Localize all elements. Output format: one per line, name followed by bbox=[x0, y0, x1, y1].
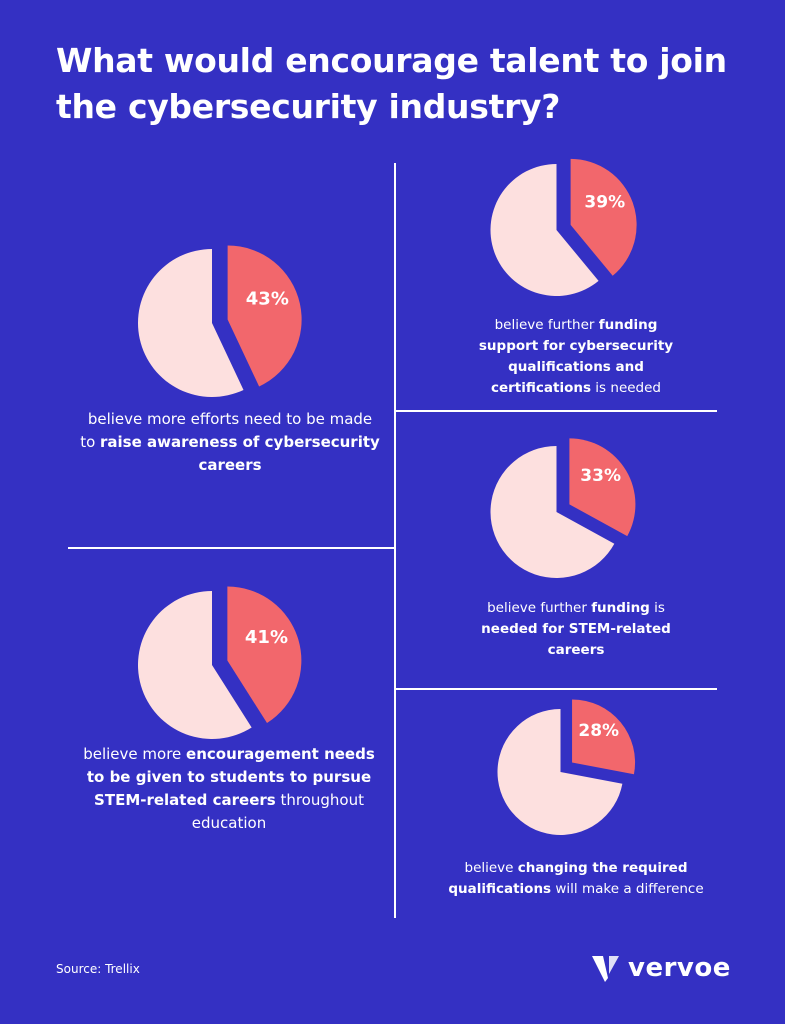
pie-slice-highlight bbox=[569, 438, 636, 537]
pie-slice-remainder bbox=[138, 591, 252, 739]
vertical-divider bbox=[394, 163, 396, 918]
pie-slice-highlight bbox=[227, 586, 302, 724]
caption-bold-text: changing the required qualifications bbox=[448, 860, 688, 897]
vervoe-logo: vervoe bbox=[590, 952, 740, 984]
caption-bold-text: needed for STEM-related careers bbox=[481, 621, 671, 658]
caption-certification-funding: believe further funding support for cybe… bbox=[466, 315, 686, 399]
caption-stem-funding: believe further funding is needed for ST… bbox=[466, 598, 686, 661]
pie-slice-remainder bbox=[497, 709, 623, 835]
pie-chart-certification-funding: 39% bbox=[490, 158, 637, 296]
pie-chart-encouragement: 41% bbox=[138, 586, 302, 739]
caption-bold-text: funding bbox=[591, 600, 650, 616]
caption-bold-text: encouragement needs to be given to stude… bbox=[86, 745, 375, 809]
caption-text: believe further bbox=[494, 317, 599, 333]
caption-text: will make a difference bbox=[551, 881, 704, 897]
caption-text: believe more bbox=[83, 745, 187, 763]
caption-text: is needed bbox=[591, 380, 661, 396]
caption-bold-text: raise awareness of cybersecurity careers bbox=[100, 433, 380, 474]
pie-slice-remainder bbox=[490, 446, 615, 578]
pie-slice-remainder bbox=[138, 249, 244, 397]
caption-bold-text: funding support for cybersecurity qualif… bbox=[478, 317, 674, 396]
caption-encouragement: believe more encouragement needs to be g… bbox=[74, 743, 384, 835]
pie-percent-label: 39% bbox=[584, 193, 625, 213]
pie-slice-highlight bbox=[570, 158, 637, 276]
caption-text: believe further bbox=[487, 600, 592, 616]
pie-chart-qualifications: 28% bbox=[497, 699, 636, 835]
horizontal-divider-right-bottom bbox=[395, 688, 717, 690]
horizontal-divider-left bbox=[68, 547, 395, 549]
pie-chart-awareness: 43% bbox=[138, 245, 302, 397]
caption-awareness: believe more efforts need to be made to … bbox=[80, 408, 380, 477]
caption-text: is bbox=[649, 600, 665, 616]
horizontal-divider-right-top bbox=[395, 410, 717, 412]
caption-text: throughout education bbox=[191, 791, 364, 832]
pie-percent-label: 33% bbox=[580, 466, 621, 486]
caption-text: believe bbox=[464, 860, 518, 876]
caption-text: believe more efforts need to be made to bbox=[80, 410, 373, 451]
logo-text: vervoe bbox=[628, 953, 731, 983]
page-title: What would encourage talent to join the … bbox=[56, 41, 727, 126]
vervoe-v-icon bbox=[592, 956, 619, 982]
pie-slice-highlight bbox=[227, 245, 302, 387]
caption-qualifications: believe changing the required qualificat… bbox=[446, 858, 706, 900]
pie-percent-label: 28% bbox=[578, 721, 619, 741]
pie-chart-stem-funding: 33% bbox=[490, 438, 636, 578]
pie-percent-label: 41% bbox=[245, 627, 288, 648]
pie-slice-remainder bbox=[490, 164, 599, 296]
source-note: Source: Trellix bbox=[56, 962, 140, 976]
pie-percent-label: 43% bbox=[246, 289, 289, 310]
pie-slice-highlight bbox=[572, 699, 636, 775]
